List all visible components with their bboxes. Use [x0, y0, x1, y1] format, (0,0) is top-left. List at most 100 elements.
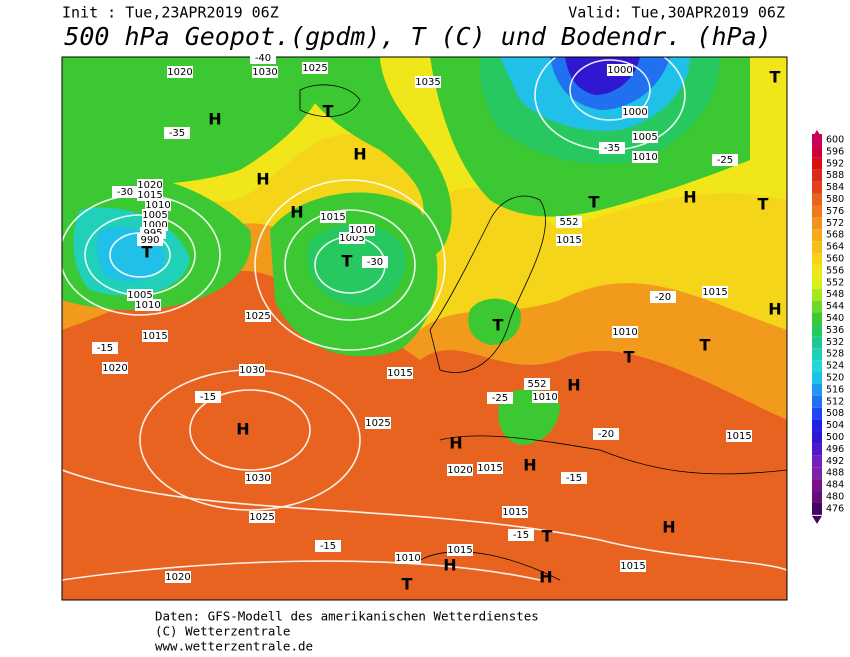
- colorbar-label: 528: [826, 349, 844, 360]
- contour-label: 552: [559, 217, 578, 228]
- contour-label: -15: [513, 530, 529, 541]
- pressure-center: H: [353, 145, 366, 164]
- colorbar-label: 488: [826, 468, 844, 479]
- map-frame: [61, 56, 788, 601]
- label-box: [387, 367, 413, 379]
- contour-label: 1030: [245, 473, 270, 484]
- pressure-center: T: [493, 316, 504, 335]
- contour-label: 1010: [612, 327, 637, 338]
- colorbar-swatch: [812, 229, 822, 242]
- pressure-center: H: [236, 420, 249, 439]
- pressure-center: H: [768, 300, 781, 319]
- label-box: [315, 540, 341, 552]
- map-field: [62, 57, 787, 600]
- contour-label: 1010: [632, 152, 657, 163]
- pressure-center: T: [758, 195, 769, 214]
- colorbar-swatch: [812, 205, 822, 218]
- contour-label: -15: [200, 392, 216, 403]
- label-box: [607, 64, 633, 76]
- label-box: [245, 472, 271, 484]
- label-box: [593, 428, 619, 440]
- contour-label: 1005: [127, 290, 152, 301]
- colorbar-swatch: [812, 181, 822, 194]
- contour-label: 1015: [726, 431, 751, 442]
- label-box: [250, 52, 276, 64]
- contour-label: 1020: [167, 67, 192, 78]
- colorbar-label: 476: [826, 503, 844, 514]
- contour-label: -20: [655, 292, 671, 303]
- colorbar-label: 592: [826, 158, 844, 169]
- contour-label: -15: [320, 541, 336, 552]
- colorbar-swatch: [812, 169, 822, 182]
- colorbar-label: 564: [826, 242, 844, 253]
- colorbar-swatch: [812, 443, 822, 456]
- contour-label: 1010: [145, 200, 170, 211]
- contour-label: 1015: [620, 561, 645, 572]
- valid-label: Valid: Tue,30APR2019 06Z: [568, 4, 785, 22]
- contour-label: 1035: [415, 77, 440, 88]
- label-box: [395, 552, 421, 564]
- label-box: [447, 464, 473, 476]
- label-box: [127, 289, 153, 301]
- colorbar-swatch: [812, 348, 822, 361]
- label-box: [239, 364, 265, 376]
- pressure-center: H: [523, 456, 536, 475]
- label-box: [252, 66, 278, 78]
- label-box: [632, 131, 658, 143]
- init-label: Init : Tue,23APR2019 06Z: [62, 4, 279, 22]
- label-box: [612, 326, 638, 338]
- pressure-center: H: [290, 203, 303, 222]
- pressure-center: H: [567, 376, 580, 395]
- colorbar-swatch: [812, 467, 822, 480]
- contour-label: 552: [527, 379, 546, 390]
- label-box: [362, 256, 388, 268]
- colorbar-swatch: [812, 395, 822, 408]
- pressure-center: T: [700, 336, 711, 355]
- contour-label: 1025: [365, 418, 390, 429]
- label-box: [561, 472, 587, 484]
- pressure-center: T: [589, 193, 600, 212]
- colorbar-label: 504: [826, 420, 844, 431]
- footer-copyright: (C) Wetterzentrale: [155, 624, 290, 639]
- colorbar-swatch: [812, 479, 822, 492]
- label-box: [195, 391, 221, 403]
- map-title: 500 hPa Geopot.(gpdm), T (C) und Bodendr…: [64, 22, 771, 51]
- colorbar-label: 552: [826, 277, 844, 288]
- colorbar-swatch: [812, 157, 822, 170]
- contour-label: 1015: [387, 368, 412, 379]
- colorbar-swatch: [812, 419, 822, 432]
- pressure-center: H: [256, 170, 269, 189]
- pressure-center: T: [342, 252, 353, 271]
- pressure-center: H: [683, 188, 696, 207]
- colorbar-label: 568: [826, 230, 844, 241]
- colorbar-swatch: [812, 300, 822, 313]
- label-box: [102, 362, 128, 374]
- colorbar-swatch: [812, 336, 822, 349]
- colorbar-label: 520: [826, 373, 844, 384]
- colorbar-label: 556: [826, 265, 844, 276]
- pressure-center: H: [443, 556, 456, 575]
- pressure-center: H: [662, 518, 675, 537]
- contour-label: 1020: [447, 465, 472, 476]
- contour-label: 1025: [249, 512, 274, 523]
- footer-url: www.wetterzentrale.de: [155, 639, 313, 654]
- label-box: [508, 529, 534, 541]
- colorbar-label: 500: [826, 432, 844, 443]
- contour-label: 1000: [607, 65, 632, 76]
- colorbar-swatch: [812, 383, 822, 396]
- contour-label: 1020: [102, 363, 127, 374]
- colorbar-label: 540: [826, 313, 844, 324]
- label-box: [167, 66, 193, 78]
- contour-label: 1030: [239, 365, 264, 376]
- colorbar-label: 588: [826, 170, 844, 181]
- colorbar-label: 532: [826, 337, 844, 348]
- label-box: [477, 462, 503, 474]
- colorbar-swatch: [812, 276, 822, 289]
- label-box: [142, 330, 168, 342]
- label-box: [92, 342, 118, 354]
- footer-source: Daten: GFS-Modell des amerikanischen Wet…: [155, 609, 539, 624]
- label-box: [502, 506, 528, 518]
- label-box: [620, 560, 646, 572]
- label-box: [702, 286, 728, 298]
- colorbar-label: 580: [826, 194, 844, 205]
